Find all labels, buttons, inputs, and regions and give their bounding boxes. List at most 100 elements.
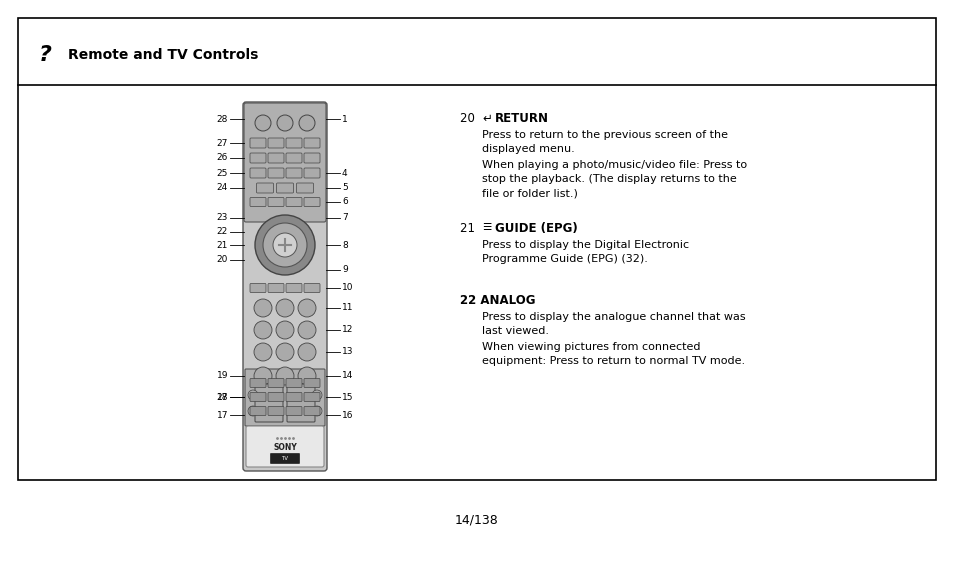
FancyBboxPatch shape <box>268 153 284 163</box>
Circle shape <box>298 115 314 131</box>
FancyBboxPatch shape <box>287 384 314 422</box>
Circle shape <box>312 390 322 400</box>
Text: 13: 13 <box>341 347 354 356</box>
Circle shape <box>275 321 294 339</box>
FancyBboxPatch shape <box>304 392 319 401</box>
FancyBboxPatch shape <box>268 138 284 148</box>
Text: 26: 26 <box>216 154 228 163</box>
Text: ☰: ☰ <box>481 222 491 232</box>
FancyBboxPatch shape <box>268 284 284 293</box>
FancyBboxPatch shape <box>254 384 283 422</box>
Text: 23: 23 <box>216 213 228 222</box>
FancyBboxPatch shape <box>304 138 319 148</box>
Text: 22: 22 <box>216 227 228 236</box>
FancyBboxPatch shape <box>250 378 266 387</box>
Text: 11: 11 <box>341 303 354 312</box>
Text: 21: 21 <box>459 222 478 235</box>
FancyBboxPatch shape <box>250 392 266 401</box>
Text: 4: 4 <box>341 168 347 177</box>
Circle shape <box>297 321 315 339</box>
Text: 6: 6 <box>341 198 348 207</box>
Text: 20: 20 <box>216 256 228 265</box>
Text: 10: 10 <box>341 284 354 293</box>
FancyBboxPatch shape <box>286 378 302 387</box>
Circle shape <box>275 299 294 317</box>
FancyBboxPatch shape <box>268 378 284 387</box>
FancyBboxPatch shape <box>271 454 299 463</box>
Circle shape <box>297 343 315 361</box>
Text: 21: 21 <box>216 240 228 249</box>
Text: ?: ? <box>38 45 51 65</box>
Text: 27: 27 <box>216 138 228 148</box>
Text: RETURN: RETURN <box>495 112 548 125</box>
FancyBboxPatch shape <box>246 426 324 467</box>
Circle shape <box>248 406 257 416</box>
Circle shape <box>254 215 314 275</box>
Circle shape <box>275 343 294 361</box>
Text: 17: 17 <box>216 410 228 419</box>
Text: 8: 8 <box>341 240 348 249</box>
Circle shape <box>297 299 315 317</box>
FancyBboxPatch shape <box>304 284 319 293</box>
FancyBboxPatch shape <box>250 284 266 293</box>
FancyBboxPatch shape <box>286 168 302 178</box>
FancyBboxPatch shape <box>304 406 319 415</box>
FancyBboxPatch shape <box>268 168 284 178</box>
FancyBboxPatch shape <box>286 153 302 163</box>
FancyBboxPatch shape <box>276 183 294 193</box>
Text: 25: 25 <box>216 168 228 177</box>
Text: Press to display the Digital Electronic
Programme Guide (EPG) (32).: Press to display the Digital Electronic … <box>481 240 688 264</box>
FancyBboxPatch shape <box>250 198 266 207</box>
Text: 1: 1 <box>341 114 348 123</box>
Text: GUIDE (EPG): GUIDE (EPG) <box>495 222 578 235</box>
Text: 9: 9 <box>341 266 348 275</box>
FancyBboxPatch shape <box>244 103 326 222</box>
Circle shape <box>253 343 272 361</box>
FancyBboxPatch shape <box>286 392 302 401</box>
FancyBboxPatch shape <box>304 168 319 178</box>
Circle shape <box>263 223 307 267</box>
Text: 16: 16 <box>341 410 354 419</box>
Text: 15: 15 <box>341 392 354 401</box>
FancyBboxPatch shape <box>286 138 302 148</box>
FancyBboxPatch shape <box>268 392 284 401</box>
Text: Remote and TV Controls: Remote and TV Controls <box>68 48 258 62</box>
FancyBboxPatch shape <box>304 153 319 163</box>
Circle shape <box>253 321 272 339</box>
Text: 27: 27 <box>216 392 228 401</box>
Text: 14/138: 14/138 <box>455 513 498 526</box>
Text: 19: 19 <box>216 372 228 381</box>
FancyBboxPatch shape <box>250 138 266 148</box>
Circle shape <box>276 115 293 131</box>
Text: 18: 18 <box>216 392 228 401</box>
Text: Press to return to the previous screen of the
displayed menu.: Press to return to the previous screen o… <box>481 130 727 154</box>
Bar <box>18 18 935 480</box>
FancyBboxPatch shape <box>245 369 325 426</box>
FancyBboxPatch shape <box>268 406 284 415</box>
Text: When playing a photo/music/video file: Press to
stop the playback. (The display : When playing a photo/music/video file: P… <box>481 160 746 198</box>
FancyBboxPatch shape <box>250 168 266 178</box>
FancyBboxPatch shape <box>304 198 319 207</box>
Circle shape <box>253 299 272 317</box>
Text: 22 ANALOG: 22 ANALOG <box>459 294 535 307</box>
Circle shape <box>253 367 272 385</box>
Text: 20: 20 <box>459 112 478 125</box>
Text: 28: 28 <box>216 114 228 123</box>
Text: 24: 24 <box>216 184 228 193</box>
FancyBboxPatch shape <box>286 406 302 415</box>
Text: 7: 7 <box>341 213 348 222</box>
FancyBboxPatch shape <box>286 198 302 207</box>
FancyBboxPatch shape <box>296 183 314 193</box>
Text: 14: 14 <box>341 372 353 381</box>
Text: 5: 5 <box>341 184 348 193</box>
Circle shape <box>297 367 315 385</box>
Circle shape <box>248 390 257 400</box>
FancyBboxPatch shape <box>250 406 266 415</box>
Circle shape <box>273 233 296 257</box>
Text: SONY: SONY <box>273 444 296 453</box>
FancyBboxPatch shape <box>304 378 319 387</box>
Text: 12: 12 <box>341 325 353 334</box>
FancyBboxPatch shape <box>286 284 302 293</box>
Circle shape <box>275 367 294 385</box>
FancyBboxPatch shape <box>250 153 266 163</box>
